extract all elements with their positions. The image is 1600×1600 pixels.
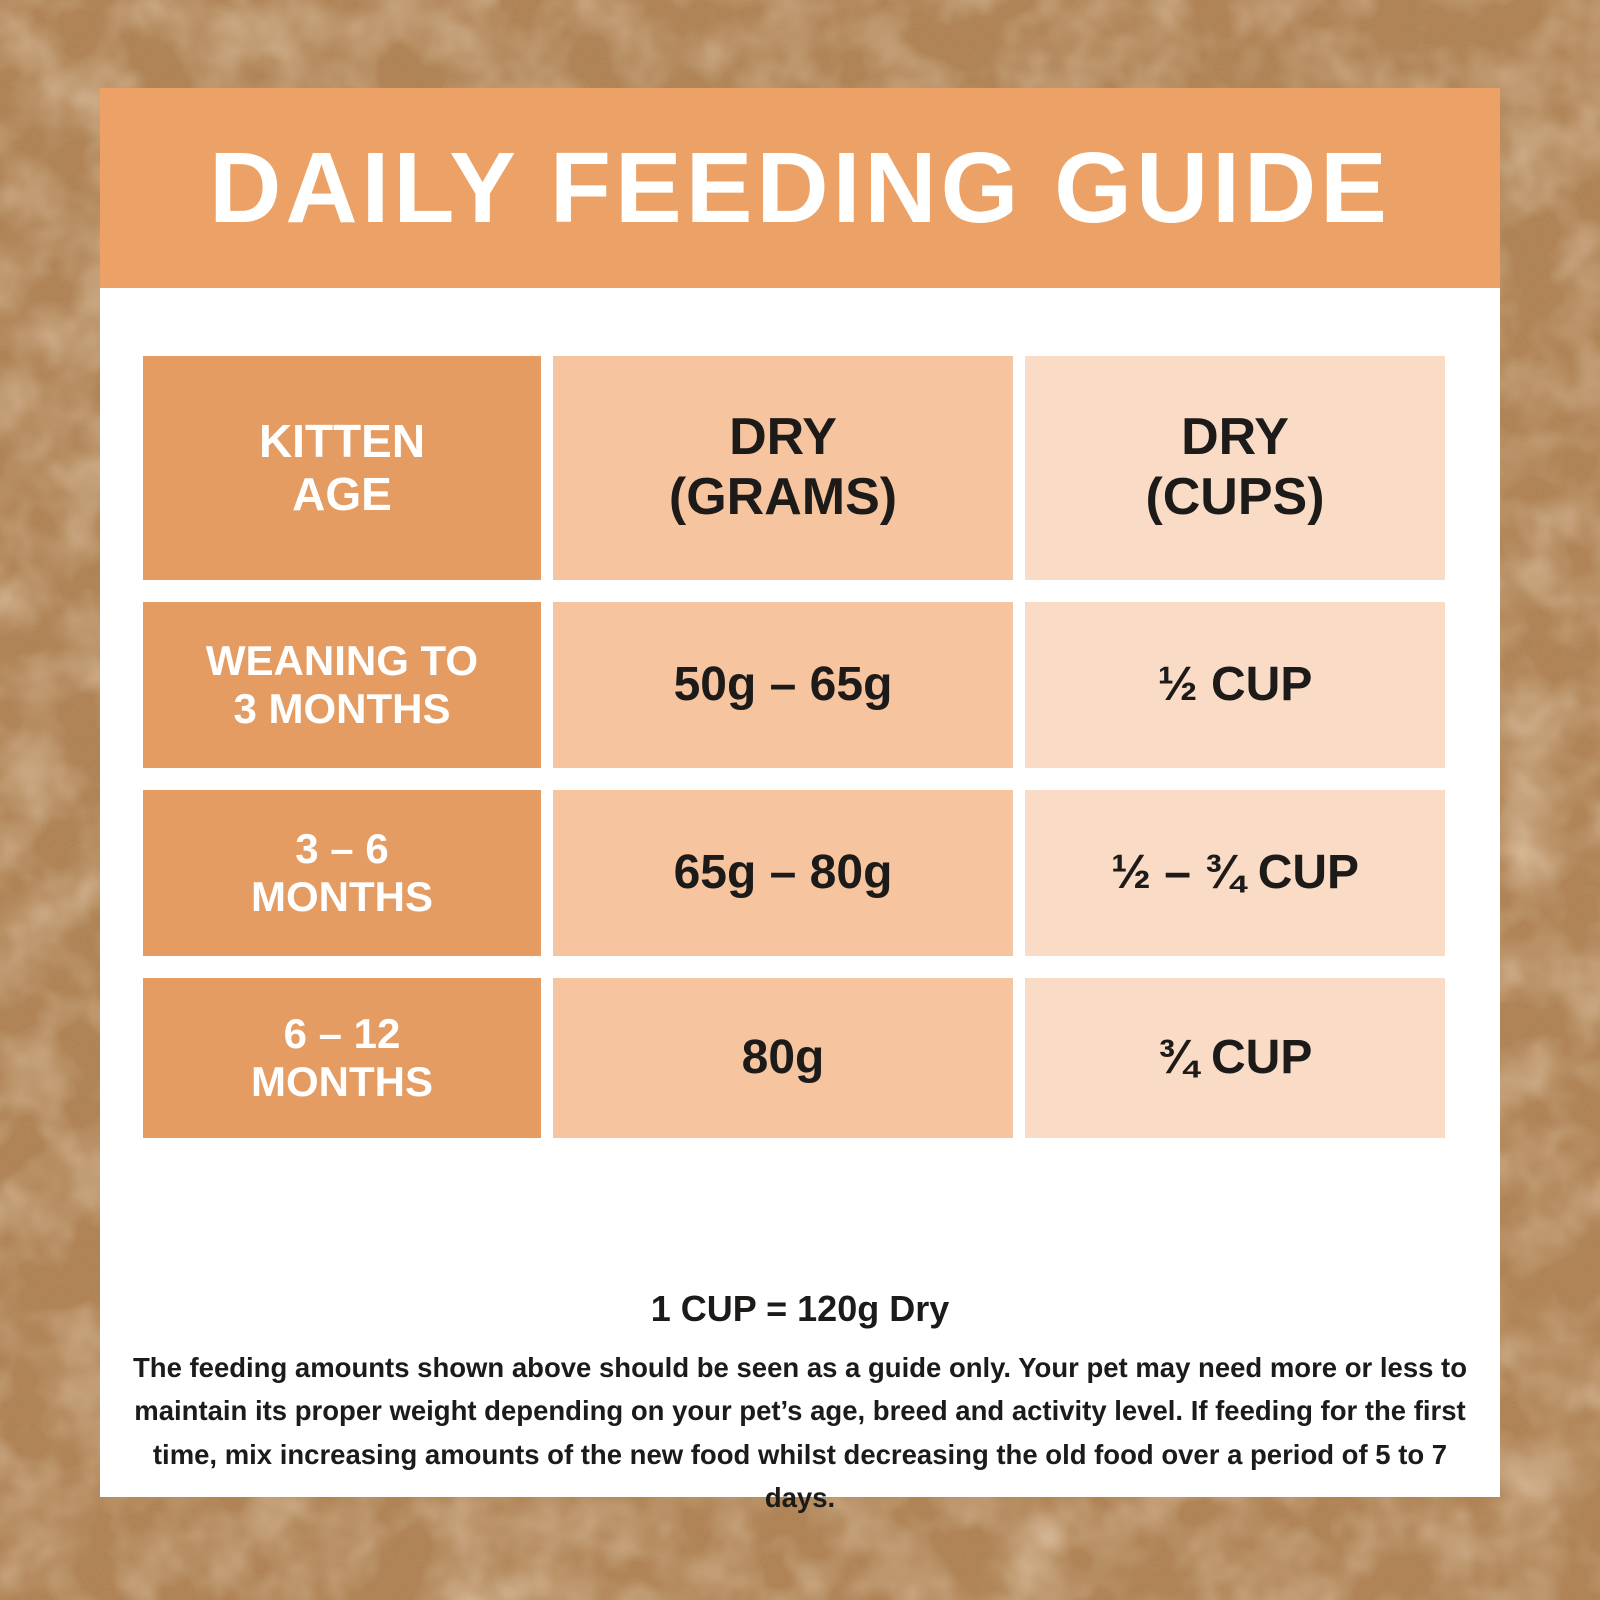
row-6-12-months-grams-value: 80g: [553, 978, 1013, 1138]
row-6-12-months-age-label: 6 – 12 MONTHS: [143, 978, 541, 1138]
row-weaning-grams-value: 50g – 65g: [553, 602, 1013, 768]
disclaimer-text: The feeding amounts shown above should b…: [132, 1352, 1468, 1514]
row-3-6-months-age-label: 3 – 6 MONTHS: [143, 790, 541, 956]
cup-equivalence-note: 1 CUP = 120g Dry: [650, 1288, 950, 1329]
footnote-block: 1 CUP = 120g Dry The feeding amounts sho…: [100, 1288, 1500, 1520]
row-weaning-age-label: WEANING TO 3 MONTHS: [143, 602, 541, 768]
feeding-table: KITTEN AGE DRY (GRAMS) DRY (CUPS) WEANIN…: [143, 356, 1445, 1138]
row-3-6-months-cups-value: ½ – ¾ CUP: [1025, 790, 1445, 956]
column-header-kitten-age: KITTEN AGE: [143, 356, 541, 580]
row-6-12-months-cups-value: ¾ CUP: [1025, 978, 1445, 1138]
row-weaning-cups-value: ½ CUP: [1025, 602, 1445, 768]
column-header-dry-grams: DRY (GRAMS): [553, 356, 1013, 580]
guide-header-band: DAILY FEEDING GUIDE: [100, 88, 1500, 288]
row-3-6-months-grams-value: 65g – 80g: [553, 790, 1013, 956]
column-header-dry-cups: DRY (CUPS): [1025, 356, 1445, 580]
feeding-guide-card: DAILY FEEDING GUIDE KITTEN AGE DRY (GRAM…: [100, 88, 1500, 1513]
guide-title: DAILY FEEDING GUIDE: [209, 131, 1391, 244]
